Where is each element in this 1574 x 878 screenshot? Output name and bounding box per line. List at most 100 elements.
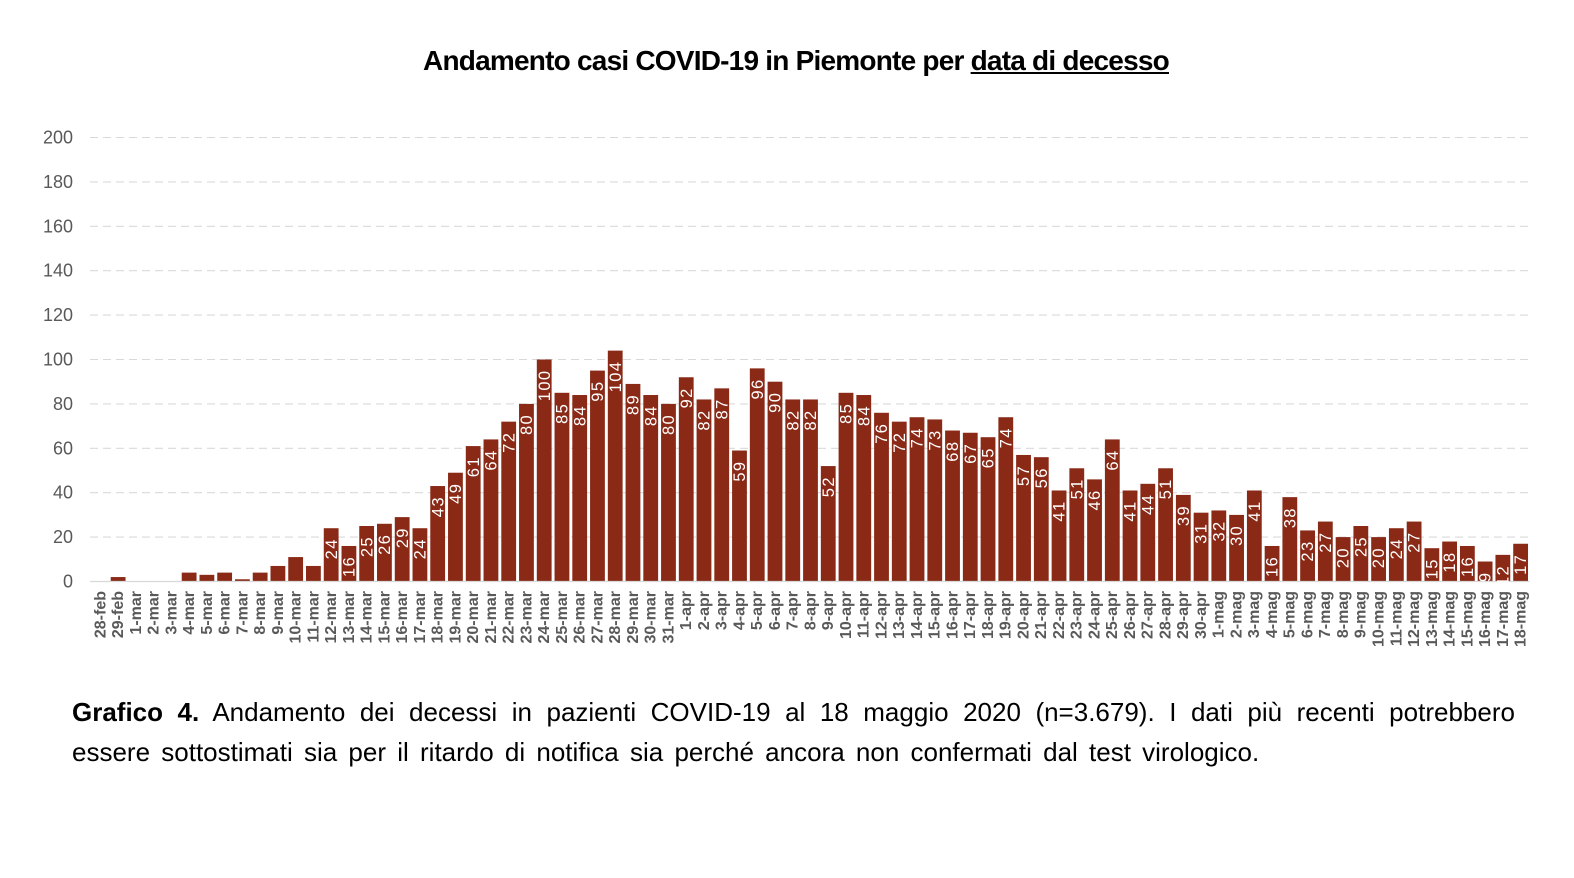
svg-text:16-mag: 16-mag <box>1477 591 1494 647</box>
svg-text:27-apr: 27-apr <box>1140 591 1157 639</box>
svg-text:82: 82 <box>802 409 820 430</box>
svg-text:25-apr: 25-apr <box>1104 591 1121 639</box>
svg-text:32: 32 <box>1210 520 1228 541</box>
svg-text:80: 80 <box>53 394 73 414</box>
svg-text:6-mar: 6-mar <box>217 591 234 635</box>
svg-text:65: 65 <box>980 447 998 468</box>
svg-text:13-mar: 13-mar <box>341 591 358 643</box>
svg-text:16: 16 <box>341 556 359 577</box>
svg-text:120: 120 <box>43 305 73 325</box>
svg-text:61: 61 <box>465 456 483 477</box>
svg-text:20: 20 <box>1370 547 1388 568</box>
svg-text:74: 74 <box>997 427 1015 448</box>
svg-text:84: 84 <box>571 405 589 426</box>
svg-text:180: 180 <box>43 172 73 192</box>
svg-text:27: 27 <box>1406 532 1424 553</box>
svg-text:9-mag: 9-mag <box>1353 591 1370 638</box>
svg-text:27-mar: 27-mar <box>589 591 606 643</box>
svg-text:57: 57 <box>1015 465 1033 486</box>
svg-text:84: 84 <box>642 405 660 426</box>
svg-text:24: 24 <box>1388 538 1406 559</box>
svg-text:89: 89 <box>625 394 643 415</box>
svg-text:96: 96 <box>749 378 767 399</box>
svg-text:74: 74 <box>909 427 927 448</box>
svg-text:92: 92 <box>678 387 696 408</box>
svg-text:40: 40 <box>53 483 73 503</box>
svg-text:20-apr: 20-apr <box>1015 591 1032 639</box>
svg-text:3-apr: 3-apr <box>714 591 731 630</box>
svg-text:23-apr: 23-apr <box>1069 591 1086 639</box>
svg-text:1-apr: 1-apr <box>678 591 695 630</box>
svg-text:9-apr: 9-apr <box>820 591 837 630</box>
svg-text:38: 38 <box>1281 507 1299 528</box>
svg-text:16: 16 <box>1264 556 1282 577</box>
svg-text:15: 15 <box>1423 558 1441 579</box>
svg-text:39: 39 <box>1175 505 1193 526</box>
svg-text:82: 82 <box>784 409 802 430</box>
svg-text:51: 51 <box>1068 478 1086 499</box>
svg-text:10-apr: 10-apr <box>838 591 855 639</box>
svg-text:73: 73 <box>926 429 944 450</box>
svg-text:27: 27 <box>1317 532 1335 553</box>
svg-text:0: 0 <box>63 572 73 592</box>
svg-text:14-mag: 14-mag <box>1442 591 1459 647</box>
svg-text:44: 44 <box>1139 494 1157 515</box>
svg-text:6-apr: 6-apr <box>767 591 784 630</box>
svg-text:13-mag: 13-mag <box>1424 591 1441 647</box>
svg-text:56: 56 <box>1033 467 1051 488</box>
svg-text:17-mag: 17-mag <box>1495 591 1512 647</box>
svg-text:200: 200 <box>43 128 73 148</box>
svg-text:95: 95 <box>589 381 607 402</box>
svg-text:140: 140 <box>43 261 73 281</box>
svg-text:28-feb: 28-feb <box>92 591 109 638</box>
svg-text:12-apr: 12-apr <box>873 591 890 639</box>
svg-text:67: 67 <box>962 443 980 464</box>
svg-text:4-apr: 4-apr <box>731 591 748 630</box>
svg-text:5-apr: 5-apr <box>749 591 766 630</box>
svg-text:28-mar: 28-mar <box>607 591 624 643</box>
svg-text:15-mar: 15-mar <box>376 591 393 643</box>
svg-text:60: 60 <box>53 438 73 458</box>
svg-text:29-mar: 29-mar <box>625 591 642 643</box>
svg-text:23-mar: 23-mar <box>518 591 535 643</box>
svg-text:18-apr: 18-apr <box>980 591 997 639</box>
svg-text:80: 80 <box>660 414 678 435</box>
svg-text:68: 68 <box>944 441 962 462</box>
svg-text:3-mar: 3-mar <box>163 591 180 635</box>
svg-text:11-mar: 11-mar <box>305 591 322 643</box>
svg-text:15-apr: 15-apr <box>927 591 944 639</box>
svg-text:43: 43 <box>429 496 447 517</box>
svg-text:14-apr: 14-apr <box>909 591 926 639</box>
svg-text:41: 41 <box>1051 500 1069 521</box>
svg-text:24: 24 <box>323 538 341 559</box>
svg-text:31-mar: 31-mar <box>660 591 677 643</box>
svg-text:22-apr: 22-apr <box>1051 591 1068 639</box>
svg-text:82: 82 <box>696 409 714 430</box>
svg-text:2-apr: 2-apr <box>696 591 713 630</box>
svg-text:7-mag: 7-mag <box>1317 591 1334 638</box>
svg-text:30-apr: 30-apr <box>1193 591 1210 639</box>
svg-text:13-apr: 13-apr <box>891 591 908 639</box>
svg-text:59: 59 <box>731 461 749 482</box>
svg-text:29-feb: 29-feb <box>110 591 127 638</box>
svg-text:30-mar: 30-mar <box>643 591 660 643</box>
svg-text:26: 26 <box>376 534 394 555</box>
svg-text:9: 9 <box>1477 572 1495 583</box>
svg-text:26-apr: 26-apr <box>1122 591 1139 639</box>
svg-text:84: 84 <box>855 405 873 426</box>
svg-text:4-mar: 4-mar <box>181 591 198 635</box>
svg-text:11-mag: 11-mag <box>1388 591 1405 646</box>
svg-text:8-apr: 8-apr <box>802 591 819 630</box>
svg-text:90: 90 <box>767 392 785 413</box>
svg-text:5-mag: 5-mag <box>1282 591 1299 638</box>
svg-text:52: 52 <box>820 476 838 497</box>
svg-text:25-mar: 25-mar <box>554 591 571 643</box>
svg-text:18-mar: 18-mar <box>430 591 447 643</box>
svg-text:16-mar: 16-mar <box>394 591 411 643</box>
svg-text:21-mar: 21-mar <box>483 591 500 643</box>
svg-text:72: 72 <box>891 432 909 453</box>
svg-text:28-apr: 28-apr <box>1157 591 1174 639</box>
svg-text:10-mag: 10-mag <box>1370 591 1387 647</box>
svg-text:16: 16 <box>1459 556 1477 577</box>
svg-text:72: 72 <box>500 432 518 453</box>
